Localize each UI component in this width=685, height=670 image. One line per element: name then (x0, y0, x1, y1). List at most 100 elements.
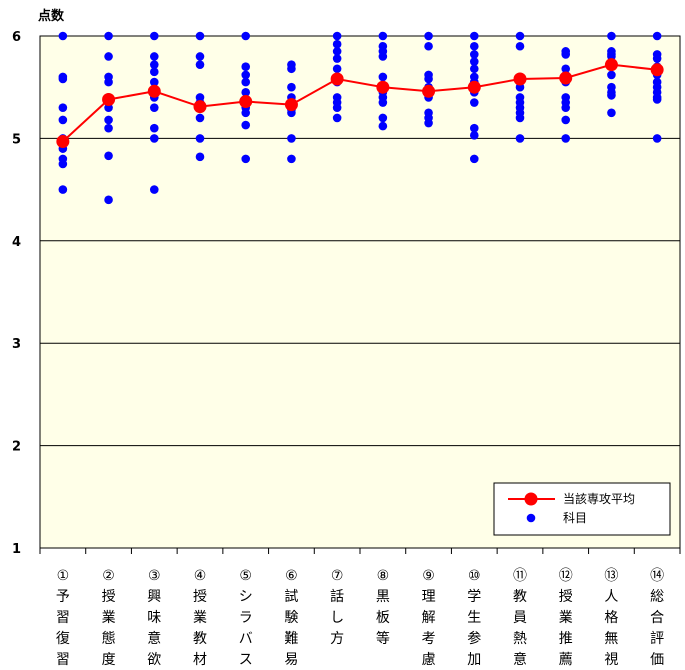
category-char: 難 (284, 631, 298, 647)
subject-point (149, 123, 159, 133)
category-char: 意 (513, 651, 527, 668)
y-tick-label: 6 (12, 30, 21, 45)
plot-area (39, 35, 681, 549)
average-point (56, 134, 70, 148)
category-char: 欲 (147, 652, 161, 668)
category-char: 話 (330, 588, 344, 605)
category-char: ② (102, 568, 115, 584)
subject-point (469, 57, 479, 66)
subject-point (104, 52, 113, 61)
category-char: 授 (193, 589, 207, 605)
subject-point (104, 77, 113, 87)
subject-point (149, 77, 159, 87)
category-char: 板 (376, 610, 390, 626)
subject-point (561, 50, 571, 59)
category-char: バ (239, 631, 253, 647)
subject-point (332, 47, 342, 56)
subject-point (515, 113, 525, 123)
category-char: 価 (650, 652, 664, 668)
category-char: 易 (284, 652, 298, 668)
y-tick-label: 2 (12, 440, 21, 455)
legend-subject-label: 科目 (563, 511, 587, 525)
subject-point (58, 159, 68, 169)
subject-point (195, 113, 205, 123)
category-char: ④ (194, 568, 207, 584)
category-char: 授 (102, 589, 116, 605)
category-char: 人 (604, 589, 618, 605)
category-char: ス (239, 652, 253, 668)
category-char: 業 (193, 610, 207, 626)
subject-point (287, 154, 296, 164)
legend-average-label: 当該専攻平均 (563, 491, 635, 506)
category-char: 参 (467, 630, 481, 647)
subject-point (241, 31, 251, 41)
category-char: シ (239, 589, 253, 605)
category-char: 理 (422, 589, 436, 605)
subject-point (58, 103, 68, 112)
subject-point (241, 88, 251, 97)
subject-point (561, 115, 571, 125)
category-char: ⑫ (559, 568, 573, 584)
category-char: ③ (148, 568, 161, 584)
subject-point (195, 60, 205, 69)
subject-point (652, 31, 662, 41)
subject-point (561, 64, 571, 74)
category-char: 方 (330, 631, 344, 647)
category-char: 度 (102, 652, 116, 668)
category-char: 態 (102, 631, 116, 647)
subject-point (561, 134, 571, 143)
category-char: 教 (193, 631, 207, 647)
category-char: ⑨ (422, 568, 435, 584)
subject-point (378, 113, 388, 123)
subject-point (469, 64, 479, 74)
legend: 当該専攻平均 科目 (493, 482, 671, 536)
subject-point (149, 185, 159, 194)
average-point (284, 98, 298, 112)
average-point (559, 71, 573, 85)
category-char: 授 (559, 589, 573, 605)
subject-point (241, 70, 251, 80)
subject-point (469, 41, 479, 51)
average-point (604, 58, 618, 72)
subject-point (424, 31, 433, 41)
category-char: ⑪ (513, 568, 527, 584)
y-axis-ticks: 1 2 3 4 5 6 (12, 30, 21, 557)
subject-point (195, 134, 205, 143)
category-char: ⑦ (331, 568, 344, 584)
legend-box (493, 482, 671, 536)
subject-point (469, 50, 479, 59)
category-char: 考 (422, 631, 436, 647)
average-point (513, 72, 527, 86)
category-char: 教 (513, 589, 527, 605)
subject-point (149, 52, 159, 61)
subject-point (469, 131, 479, 140)
subject-point (607, 70, 616, 80)
category-char: 生 (467, 610, 481, 626)
subject-point (469, 123, 479, 133)
category-char: 予 (56, 589, 70, 605)
category-char: 試 (284, 589, 298, 605)
subject-point (241, 108, 251, 118)
subject-point (607, 91, 616, 100)
grid-lines (40, 35, 680, 549)
legend-subject-marker (526, 513, 536, 523)
subject-point (378, 121, 388, 131)
subject-point (241, 62, 251, 72)
category-char: 員 (513, 610, 527, 626)
category-char: 学 (467, 589, 481, 605)
category-char: 評 (650, 631, 664, 647)
category-char: ⑤ (239, 568, 252, 584)
subject-point (241, 77, 251, 87)
category-char: ラ (239, 610, 253, 626)
category-char: ⑥ (285, 568, 298, 584)
category-char: し (330, 610, 344, 626)
y-tick-label: 5 (12, 132, 21, 147)
average-point (650, 63, 664, 77)
subject-point (195, 152, 205, 162)
subject-point (469, 98, 479, 107)
subject-point (104, 195, 113, 205)
subject-point (104, 31, 113, 41)
category-char: ⑬ (604, 568, 618, 584)
category-char: 味 (147, 610, 161, 626)
